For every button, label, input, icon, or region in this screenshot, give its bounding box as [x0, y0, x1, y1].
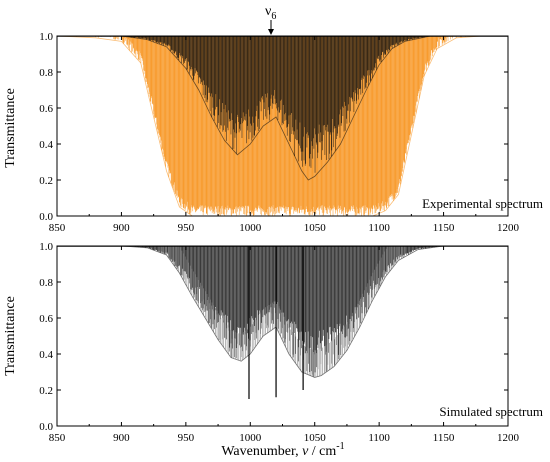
nu6-marker: ν6 — [265, 4, 276, 35]
simulated-xtick-label: 1050 — [304, 432, 327, 444]
experimental-xtick-label: 1200 — [497, 222, 520, 234]
experimental-ytick-label: 0.6 — [39, 103, 53, 115]
simulated-xtick-label: 1150 — [433, 432, 455, 444]
simulated-ytick-label: 0.4 — [39, 349, 53, 361]
simulated-panel: 850 900 950 1000 1050 1100 1150 1200 0.0 0.2 0.4 0.… — [3, 241, 543, 459]
experimental-ytick-label: 0.2 — [39, 175, 53, 187]
simulated-xtick-label: 1200 — [497, 432, 520, 444]
simulated-xtick-label: 1100 — [368, 432, 390, 444]
simulated-envelope-envelope-dark — [57, 246, 508, 378]
experimental-ytick-label: 1.0 — [39, 31, 53, 43]
nu6-arrow-head — [268, 29, 274, 35]
simulated-ytick-label: 0.8 — [39, 277, 53, 289]
simulated-ytick-label: 0.0 — [39, 421, 53, 433]
experimental-ylabel: Transmittance — [3, 88, 18, 168]
simulated-ytick-label: 1.0 — [39, 241, 53, 253]
experimental-series-envelope-dark — [57, 36, 508, 181]
simulated-series-envelope-dark — [57, 246, 508, 378]
experimental-ytick-label: 0.4 — [39, 139, 53, 151]
simulated-xtick-label: 1000 — [239, 432, 262, 444]
experimental-annotation: Experimental spectrum — [422, 196, 543, 211]
experimental-xtick-label: 850 — [49, 222, 66, 234]
simulated-ytick-label: 0.6 — [39, 313, 53, 325]
simulated-annotation: Simulated spectrum — [439, 404, 543, 419]
simulated-ylabel: Transmittance — [3, 296, 18, 376]
experimental-envelope-envelope-orange — [57, 36, 508, 216]
simulated-gray-shading — [159, 246, 405, 378]
x-axis-label: Wavenumber, ν / cm-1 — [221, 441, 344, 459]
experimental-ytick-label: 0.8 — [39, 67, 53, 79]
simulated-xtick-label: 850 — [49, 432, 66, 444]
experimental-panel: 850 900 950 1000 1050 1100 1150 1200 0.0 0.2 0.4 0.… — [3, 4, 543, 234]
simulated-xtick-label: 950 — [178, 432, 195, 444]
experimental-xtick-label: 900 — [113, 222, 130, 234]
experimental-xtick-label: 1050 — [304, 222, 327, 234]
simulated-xtick-label: 900 — [113, 432, 130, 444]
experimental-xtick-label: 1100 — [368, 222, 390, 234]
nu6-label: ν6 — [265, 4, 276, 22]
experimental-xtick-label: 1000 — [239, 222, 262, 234]
experimental-xtick-label: 950 — [178, 222, 195, 234]
experimental-ytick-label: 0.0 — [39, 211, 53, 223]
experimental-envelope-envelope-dark — [57, 36, 508, 181]
experimental-xtick-label: 1150 — [433, 222, 455, 234]
simulated-ytick-label: 0.2 — [39, 385, 53, 397]
